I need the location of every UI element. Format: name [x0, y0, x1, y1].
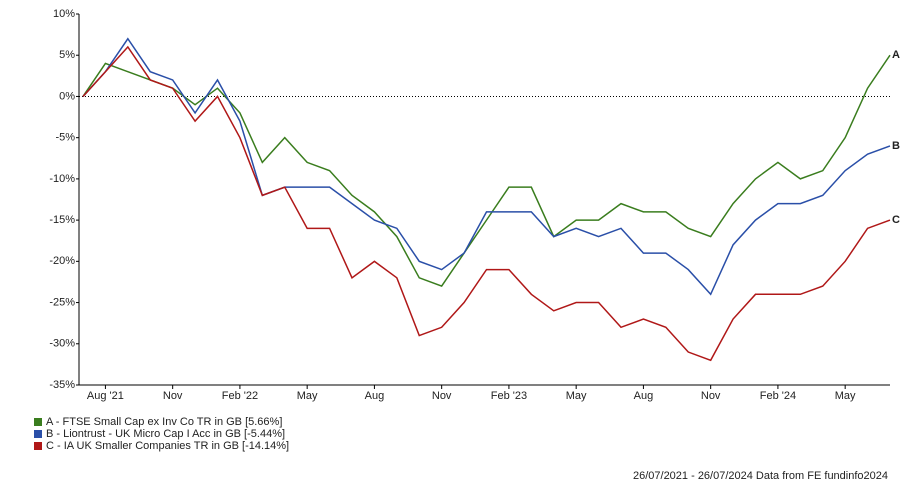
x-tick-label: Aug '21 — [87, 390, 124, 402]
y-tick-label: 10% — [53, 8, 75, 20]
x-tick-label: Nov — [163, 390, 183, 402]
legend-swatch — [34, 430, 42, 438]
end-label: B — [892, 140, 900, 152]
x-tick-label: Nov — [701, 390, 721, 402]
x-tick-label: Feb '24 — [760, 390, 796, 402]
series-line — [82, 54, 891, 287]
legend-label: A - FTSE Small Cap ex Inv Co TR in GB [5… — [46, 416, 282, 428]
y-tick-label: -10% — [49, 173, 75, 185]
series-line — [82, 37, 891, 296]
x-tick-label: Nov — [432, 390, 452, 402]
x-tick-label: Feb '23 — [491, 390, 527, 402]
x-tick-label: Feb '22 — [222, 390, 258, 402]
legend-label: B - Liontrust - UK Micro Cap I Acc in GB… — [46, 428, 285, 440]
end-label: A — [892, 49, 900, 61]
y-tick-label: -15% — [49, 214, 75, 226]
end-label: C — [892, 214, 900, 226]
legend-swatch — [34, 442, 42, 450]
x-tick-label: Aug — [634, 390, 654, 402]
y-tick-label: -35% — [49, 379, 75, 391]
y-tick-label: -5% — [55, 132, 75, 144]
x-tick-label: May — [297, 390, 318, 402]
footer: 26/07/2021 - 26/07/2024 Data from FE fun… — [633, 470, 888, 482]
y-tick-label: -25% — [49, 296, 75, 308]
x-tick-label: May — [566, 390, 587, 402]
y-tick-label: -20% — [49, 255, 75, 267]
y-tick-label: 5% — [59, 49, 75, 61]
y-tick-label: 0% — [59, 90, 75, 102]
legend-label: C - IA UK Smaller Companies TR in GB [-1… — [46, 440, 289, 452]
series-line — [82, 45, 891, 362]
x-tick-label: Aug — [365, 390, 385, 402]
x-tick-label: May — [835, 390, 856, 402]
y-tick-label: -30% — [49, 338, 75, 350]
legend-swatch — [34, 418, 42, 426]
